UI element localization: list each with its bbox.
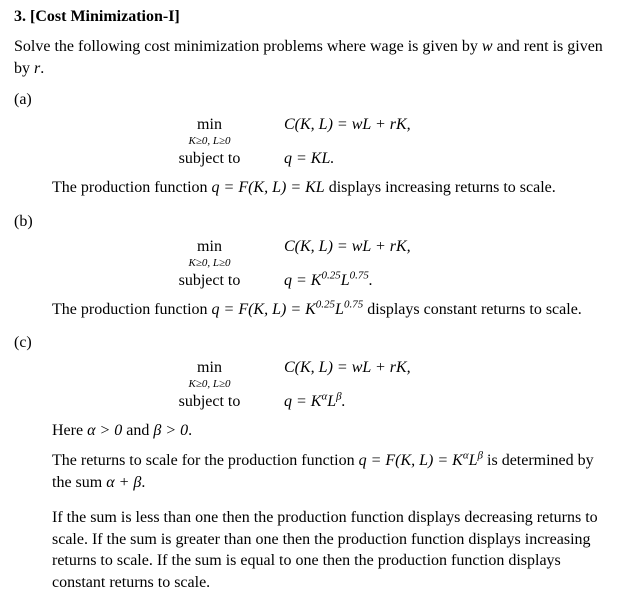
- min-domain: K≥0, L≥0: [157, 136, 262, 147]
- constraint-c: q = KαLβ.: [262, 390, 464, 414]
- here-text: and: [122, 422, 153, 439]
- var-w: w: [482, 38, 493, 55]
- min-domain: K≥0, L≥0: [157, 258, 262, 269]
- note-text: displays constant returns to scale.: [363, 301, 582, 318]
- part-a-label: (a): [14, 91, 607, 109]
- alpha-cond: α > 0: [87, 422, 122, 439]
- problem-heading: 3. [Cost Minimization-I]: [14, 8, 607, 26]
- note-text: The production function: [52, 179, 212, 196]
- part-c-label: (c): [14, 334, 607, 352]
- min-domain: K≥0, L≥0: [157, 379, 262, 390]
- prod-fn-a: q = F(K, L) = KL: [212, 179, 325, 196]
- subject-to: subject to: [157, 147, 262, 171]
- min-text: min: [157, 113, 262, 137]
- min-operator: min K≥0, L≥0: [157, 113, 262, 147]
- constraint-b: q = K0.25L0.75.: [262, 269, 464, 293]
- cost-function: C(K, L) = wL + rK,: [262, 235, 464, 259]
- part-a-note: The production function q = F(K, L) = KL…: [52, 177, 607, 199]
- constraint-a: q = KL.: [262, 147, 464, 171]
- cost-function: C(K, L) = wL + rK,: [262, 113, 464, 137]
- note-text: The production function: [52, 301, 212, 318]
- problem-page: 3. [Cost Minimization-I] Solve the follo…: [0, 0, 621, 614]
- intro-text: Solve the following cost minimization pr…: [14, 38, 482, 55]
- rts-text: The returns to scale for the production …: [52, 452, 359, 469]
- subject-to: subject to: [157, 269, 262, 293]
- part-b-math: min K≥0, L≥0 C(K, L) = wL + rK, subject …: [14, 235, 607, 293]
- part-c-rts: The returns to scale for the production …: [52, 450, 607, 493]
- sum-ab: α + β: [106, 474, 141, 491]
- problem-intro: Solve the following cost minimization pr…: [14, 36, 607, 79]
- min-operator: min K≥0, L≥0: [157, 235, 262, 269]
- prod-fn-c: q = F(K, L) = KαLβ: [359, 452, 483, 469]
- here-text: Here: [52, 422, 87, 439]
- here-text: .: [188, 422, 192, 439]
- part-c-here: Here α > 0 and β > 0.: [52, 420, 607, 442]
- part-a-math: min K≥0, L≥0 C(K, L) = wL + rK, subject …: [14, 113, 607, 171]
- min-text: min: [157, 235, 262, 259]
- rts-text: .: [141, 474, 145, 491]
- part-b-note: The production function q = F(K, L) = K0…: [52, 299, 607, 321]
- note-text: displays increasing returns to scale.: [325, 179, 556, 196]
- min-text: min: [157, 356, 262, 380]
- subject-to: subject to: [157, 390, 262, 414]
- min-operator: min K≥0, L≥0: [157, 356, 262, 390]
- cost-function: C(K, L) = wL + rK,: [262, 356, 464, 380]
- part-c-math: min K≥0, L≥0 C(K, L) = wL + rK, subject …: [14, 356, 607, 414]
- closing-paragraph: If the sum is less than one then the pro…: [52, 507, 607, 593]
- part-b-label: (b): [14, 213, 607, 231]
- beta-cond: β > 0: [153, 422, 188, 439]
- intro-text: .: [40, 60, 44, 77]
- prod-fn-b: q = F(K, L) = K0.25L0.75: [212, 301, 364, 318]
